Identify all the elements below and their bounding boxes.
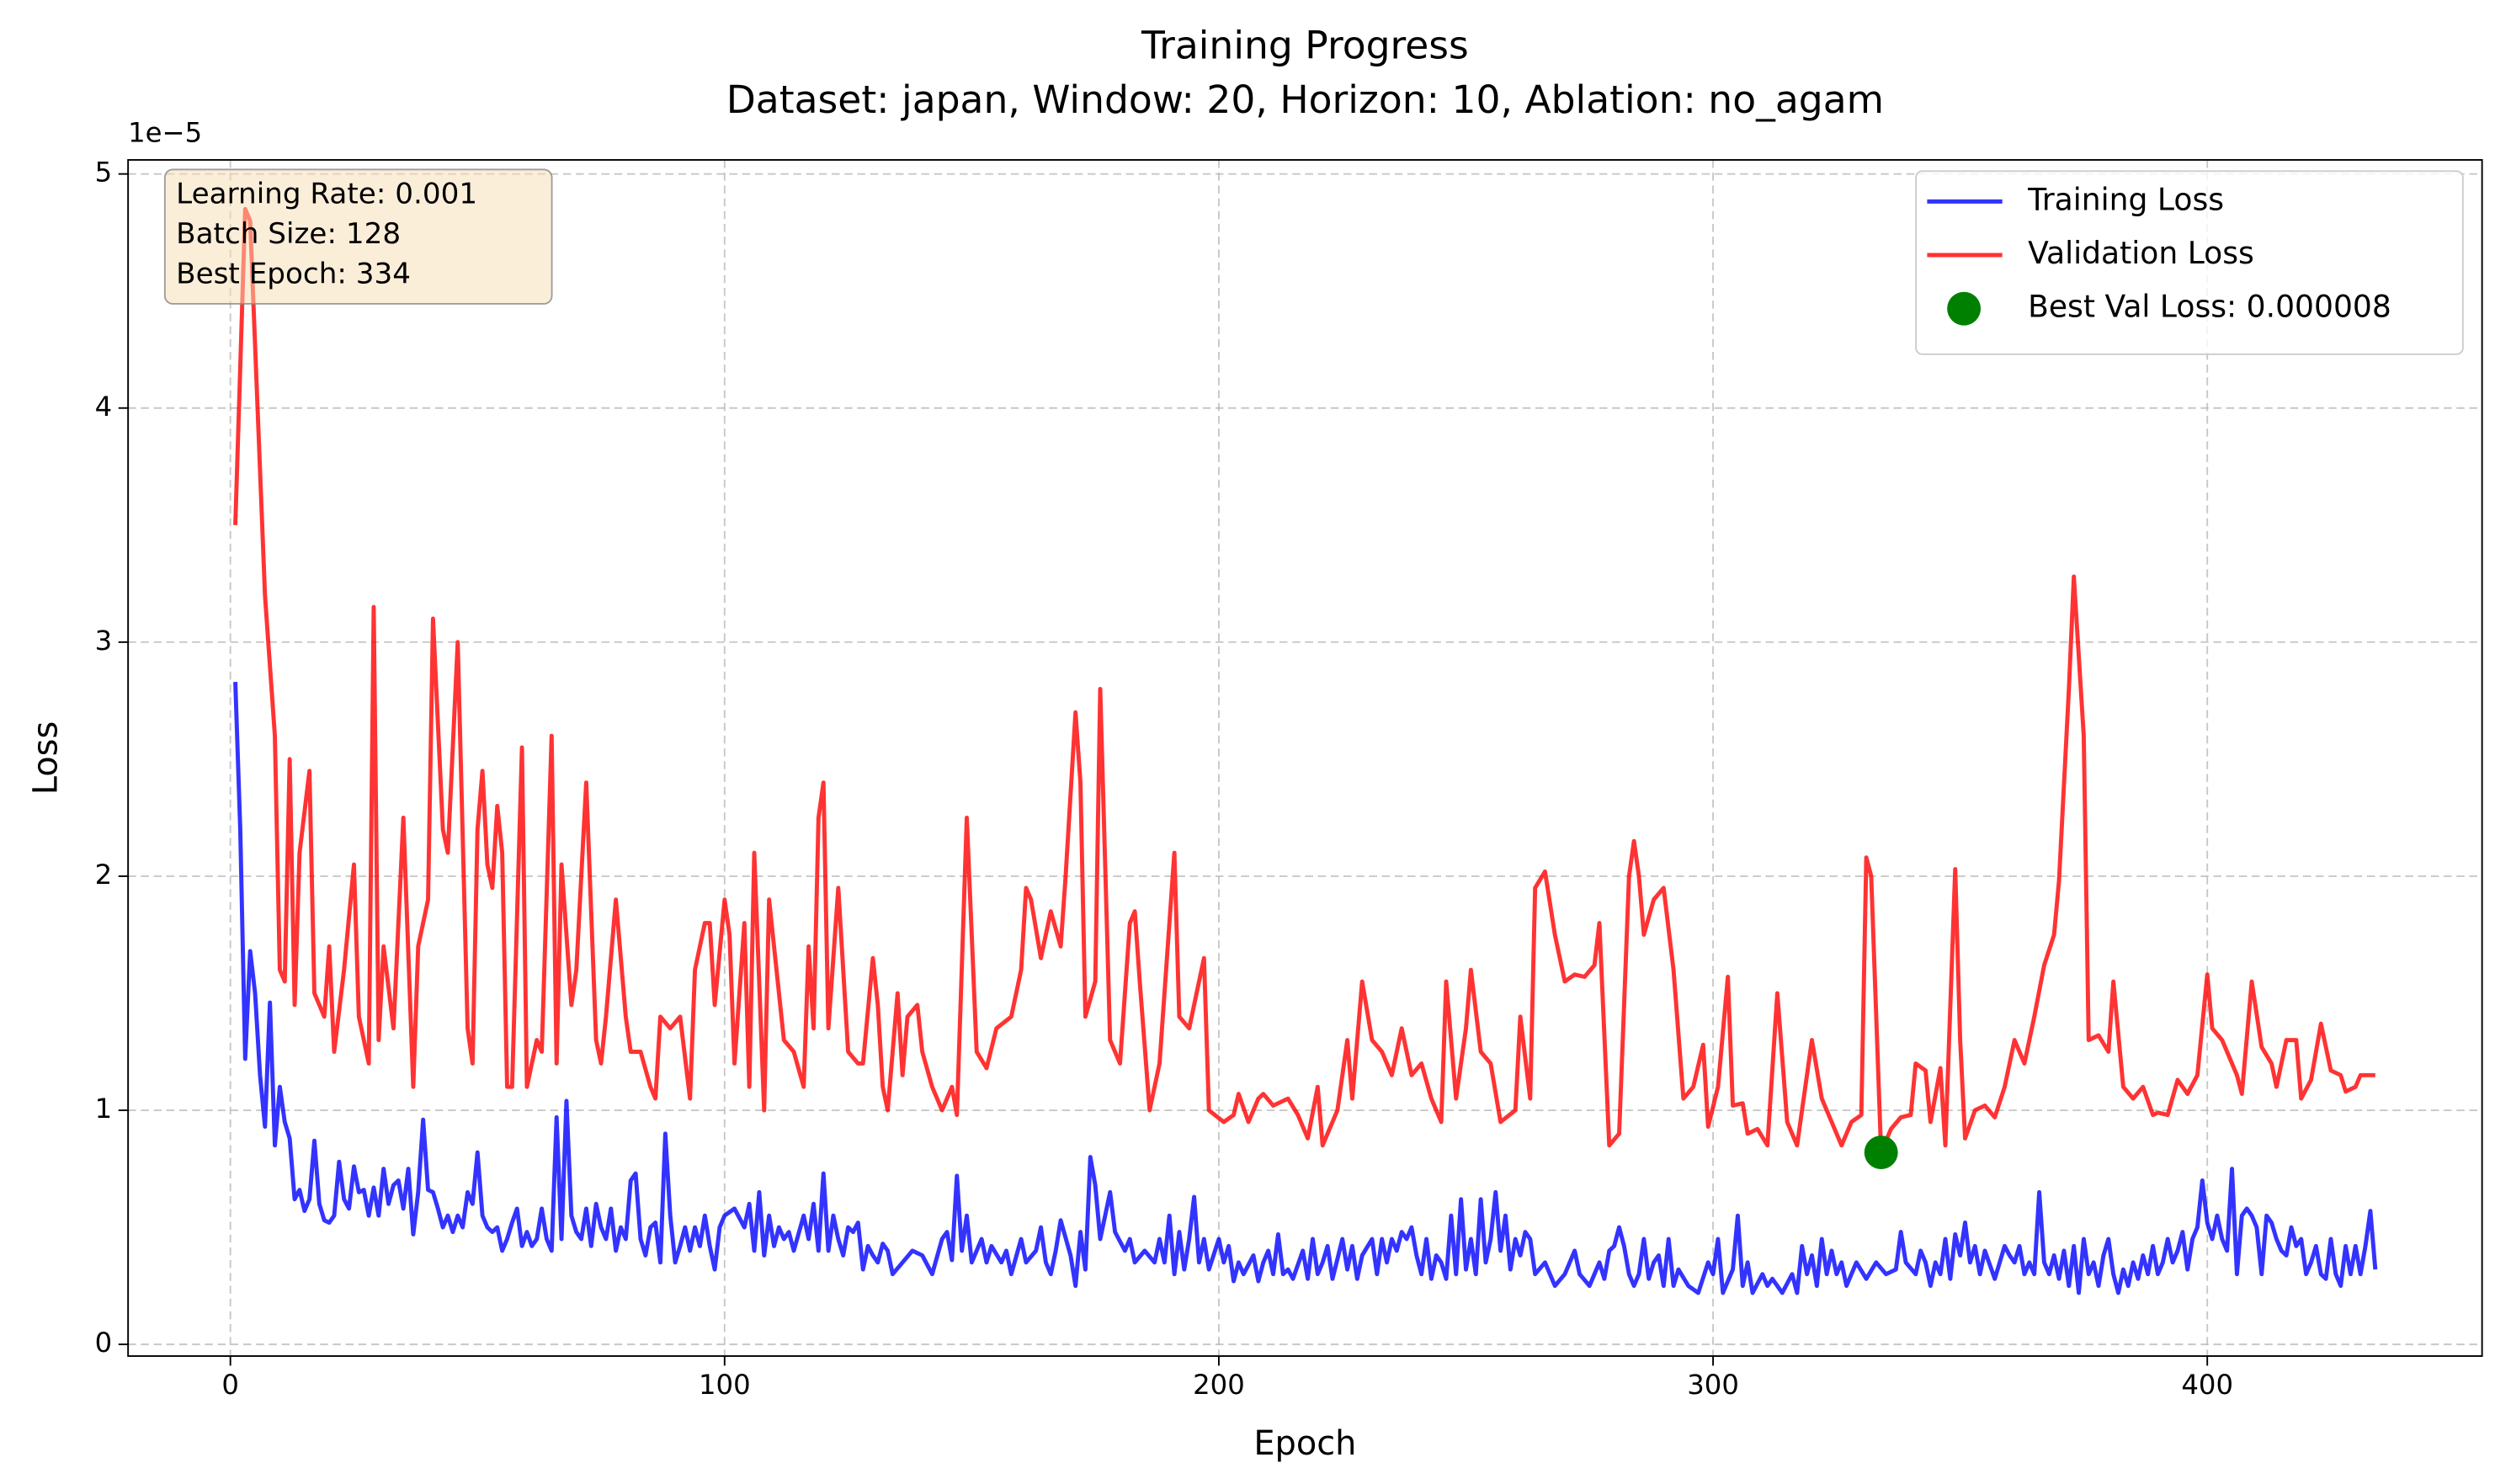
y-tick-label: 0 — [95, 1327, 113, 1359]
x-axis-label: Epoch — [1253, 1424, 1356, 1463]
legend-label: Training Loss — [2027, 182, 2224, 217]
annotation-box: Learning Rate: 0.001 Batch Size: 128 Bes… — [163, 168, 553, 305]
line-series — [233, 206, 2375, 1155]
x-tick-label: 100 — [699, 1369, 751, 1401]
y-tick-label: 2 — [95, 859, 113, 891]
x-tick-label: 400 — [2181, 1369, 2233, 1401]
y-tick-label: 1 — [95, 1093, 113, 1125]
y-offset-label: 1e−5 — [128, 117, 202, 149]
plot-area — [233, 206, 2378, 1295]
legend-label: Validation Loss — [2028, 236, 2254, 271]
annotation-line: Best Epoch: 334 — [176, 257, 411, 290]
x-tick-label: 200 — [1193, 1369, 1245, 1401]
legend-marker — [1947, 291, 1982, 326]
y-tick-label: 5 — [95, 157, 113, 189]
annotation-line: Learning Rate: 0.001 — [176, 177, 477, 210]
line-series — [233, 682, 2378, 1295]
legend: Training Loss Validation Loss Best Val Los… — [1915, 170, 2464, 355]
legend-frame — [1915, 170, 2464, 355]
chart-title: Training Progress — [1141, 23, 1469, 67]
annotation-frame — [163, 168, 553, 305]
axes-frame — [127, 159, 2483, 1357]
y-axis-label: Loss — [27, 721, 66, 795]
y-tick-label: 3 — [95, 625, 113, 657]
annotation-line: Batch Size: 128 — [176, 217, 401, 251]
y-tick-label: 4 — [95, 391, 113, 423]
best-point — [1864, 1136, 1898, 1170]
x-tick-label: 0 — [221, 1369, 239, 1401]
ticks: 0 100 200 300 400 0 1 2 3 4 5 — [95, 157, 2233, 1401]
legend-label: Best Val Loss: 0.000008 — [2028, 290, 2391, 325]
chart-subtitle: Dataset: japan, Window: 20, Horizon: 10,… — [726, 77, 1884, 122]
x-tick-label: 300 — [1687, 1369, 1739, 1401]
